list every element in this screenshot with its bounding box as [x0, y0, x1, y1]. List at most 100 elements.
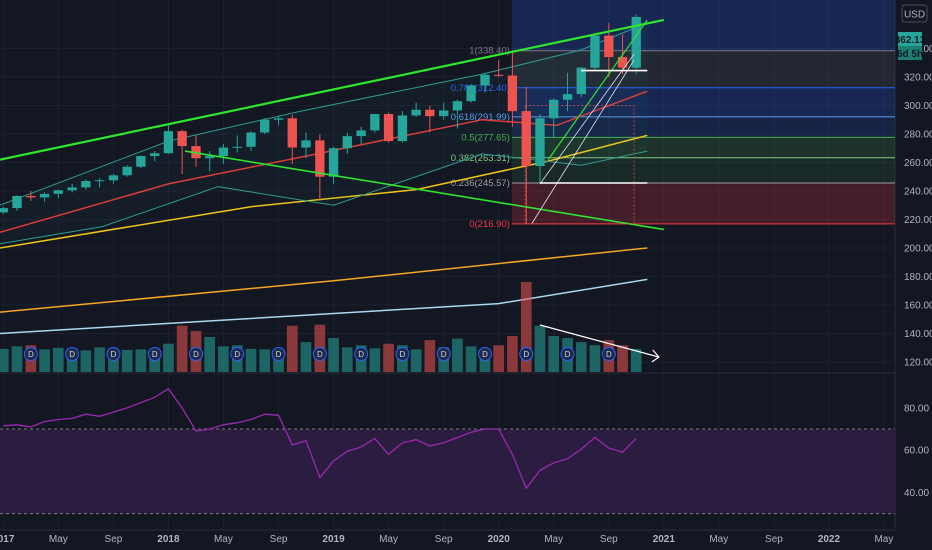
price-tick-label: 320.00 — [904, 72, 932, 83]
volume-bar — [617, 345, 628, 372]
fib-zone — [511, 116, 895, 138]
fib-level-label: 0.236(245.57) — [451, 178, 510, 189]
fib-level-label: 0(216.90) — [469, 219, 510, 230]
trendline[interactable] — [531, 59, 635, 224]
currency-button[interactable]: USD — [901, 4, 928, 23]
dividend-circle — [354, 347, 369, 361]
dividend-marker[interactable]: D — [519, 347, 534, 361]
dividend-circle — [147, 347, 162, 361]
dividend-circle — [106, 347, 121, 361]
channel-upper-line[interactable] — [0, 18, 665, 161]
price-tick-label: 140.00 — [904, 329, 932, 340]
price-tick-label: 160.00 — [904, 301, 932, 312]
price-tick-label: 300.00 — [904, 101, 932, 112]
candle-body — [108, 175, 119, 181]
volume-bar — [589, 345, 601, 372]
time-tick-label: 2020 — [488, 534, 511, 545]
candle-body — [0, 208, 8, 213]
rsi-line — [3, 387, 637, 490]
candlesticks — [0, 14, 641, 224]
dividend-marker[interactable]: D — [436, 347, 451, 361]
volume-bar — [575, 342, 587, 372]
volume-bar — [286, 325, 298, 372]
candle-body — [328, 148, 339, 177]
fib-level-label: 0.618(291.99) — [451, 112, 510, 123]
price-tick-label: 120.00 — [904, 358, 932, 369]
time-tick-label: May — [379, 534, 398, 545]
dividend-marker[interactable]: D — [271, 347, 286, 361]
candle-body — [287, 118, 297, 148]
dividend-label: D — [441, 350, 447, 359]
candle-body — [590, 35, 600, 68]
time-tick-label: Sep — [105, 534, 123, 545]
time-tick-label: Sep — [435, 534, 453, 545]
dividend-marker[interactable]: D — [312, 347, 327, 361]
time-tick-label: May — [214, 534, 233, 545]
fib-zone — [511, 50, 895, 88]
fib-zone-top — [511, 0, 895, 51]
dividend-marker[interactable]: D — [601, 347, 616, 361]
dividend-marker[interactable]: D — [395, 347, 410, 361]
candle-body — [562, 94, 573, 100]
rsi-tick-label: 60.00 — [904, 446, 929, 457]
dividend-label: D — [111, 350, 117, 359]
rising-trendline[interactable] — [547, 19, 648, 160]
candle-body — [617, 57, 628, 68]
bar-countdown: 6d 5h — [897, 49, 923, 60]
volume-bar — [341, 347, 353, 372]
axes: 120.00 140.00 160.00 180.00 200.00 220.00 240.… — [0, 44, 932, 545]
dividend-marker[interactable]: D — [189, 347, 204, 361]
dividend-marker[interactable]: D — [23, 347, 38, 361]
currency-label: USD — [904, 10, 925, 21]
candle-body — [177, 131, 187, 147]
volume-bar — [383, 343, 394, 372]
last-price-value: 362.13 — [895, 35, 926, 46]
channel-lower-line[interactable] — [184, 150, 664, 231]
dividend-marker[interactable]: D — [147, 347, 162, 361]
time-tick-label: 2017 — [0, 534, 15, 545]
volume-bar — [328, 338, 339, 372]
volume-bar — [548, 336, 560, 372]
candle-body — [218, 147, 229, 157]
dividend-marker[interactable]: D — [354, 347, 369, 361]
price-tick-label: 260.00 — [904, 158, 932, 169]
candle-body — [150, 153, 160, 157]
volume-bar — [520, 282, 532, 372]
dividend-circle — [395, 347, 410, 361]
volume-bar — [135, 349, 147, 372]
moving-average-line — [0, 247, 648, 313]
volume-bar — [369, 348, 381, 372]
volume-bar — [245, 348, 257, 372]
volume-trend-arrow[interactable] — [539, 324, 660, 358]
dividend-label: D — [358, 350, 364, 359]
candle-body — [411, 109, 421, 116]
time-tick-label: 2022 — [818, 534, 841, 545]
dividend-circle — [312, 347, 327, 361]
dividend-marker[interactable]: D — [106, 347, 121, 361]
dividend-label: D — [606, 350, 612, 359]
dividend-label: D — [28, 350, 34, 359]
trendline[interactable] — [539, 53, 635, 185]
dividend-marker[interactable]: D — [477, 347, 492, 361]
volume-bar — [493, 345, 505, 372]
candle-body — [136, 156, 146, 167]
candle-body — [315, 140, 325, 177]
candle-body — [631, 16, 641, 68]
price-tick-label: 240.00 — [904, 186, 932, 197]
candle-body — [26, 195, 36, 198]
projection-box[interactable] — [524, 104, 635, 225]
rsi-tick-label: 40.00 — [904, 488, 929, 499]
candle-body — [480, 74, 490, 86]
drawings[interactable] — [0, 18, 665, 363]
fib-level-label: 0.382(263.31) — [451, 153, 510, 164]
volume-bar — [163, 343, 174, 372]
price-tick-label: 180.00 — [904, 272, 932, 283]
dividend-marker[interactable]: D — [65, 347, 80, 361]
fib-zone — [511, 87, 895, 117]
price-tick-label: 200.00 — [904, 244, 932, 255]
dividend-marker[interactable]: D — [560, 347, 575, 361]
dividend-marker[interactable]: D — [230, 347, 245, 361]
dividend-circle — [65, 347, 80, 361]
